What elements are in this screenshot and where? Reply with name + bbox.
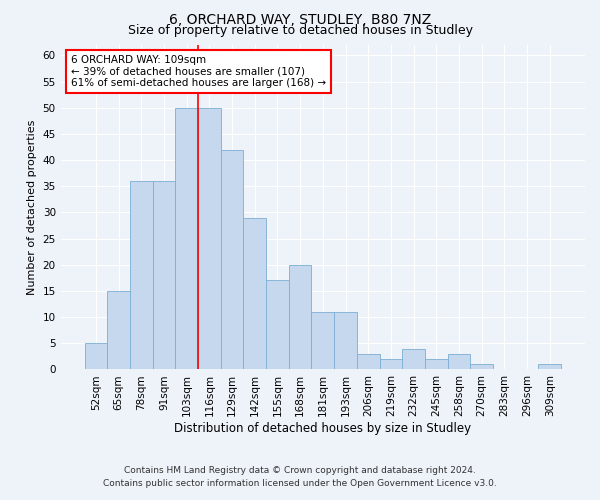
- X-axis label: Distribution of detached houses by size in Studley: Distribution of detached houses by size …: [174, 422, 472, 435]
- Bar: [198, 108, 221, 370]
- Bar: [130, 181, 152, 370]
- Bar: [85, 344, 107, 369]
- Bar: [152, 181, 175, 370]
- Text: 6, ORCHARD WAY, STUDLEY, B80 7NZ: 6, ORCHARD WAY, STUDLEY, B80 7NZ: [169, 12, 431, 26]
- Bar: [470, 364, 493, 370]
- Y-axis label: Number of detached properties: Number of detached properties: [27, 120, 37, 295]
- Bar: [175, 108, 198, 370]
- Bar: [380, 359, 402, 370]
- Bar: [289, 265, 311, 370]
- Text: 6 ORCHARD WAY: 109sqm
← 39% of detached houses are smaller (107)
61% of semi-det: 6 ORCHARD WAY: 109sqm ← 39% of detached …: [71, 54, 326, 88]
- Bar: [107, 291, 130, 370]
- Bar: [448, 354, 470, 370]
- Text: Contains HM Land Registry data © Crown copyright and database right 2024.
Contai: Contains HM Land Registry data © Crown c…: [103, 466, 497, 487]
- Bar: [221, 150, 244, 370]
- Bar: [311, 312, 334, 370]
- Bar: [538, 364, 561, 370]
- Bar: [244, 218, 266, 370]
- Bar: [425, 359, 448, 370]
- Text: Size of property relative to detached houses in Studley: Size of property relative to detached ho…: [128, 24, 473, 37]
- Bar: [334, 312, 357, 370]
- Bar: [266, 280, 289, 370]
- Bar: [402, 348, 425, 370]
- Bar: [357, 354, 380, 370]
